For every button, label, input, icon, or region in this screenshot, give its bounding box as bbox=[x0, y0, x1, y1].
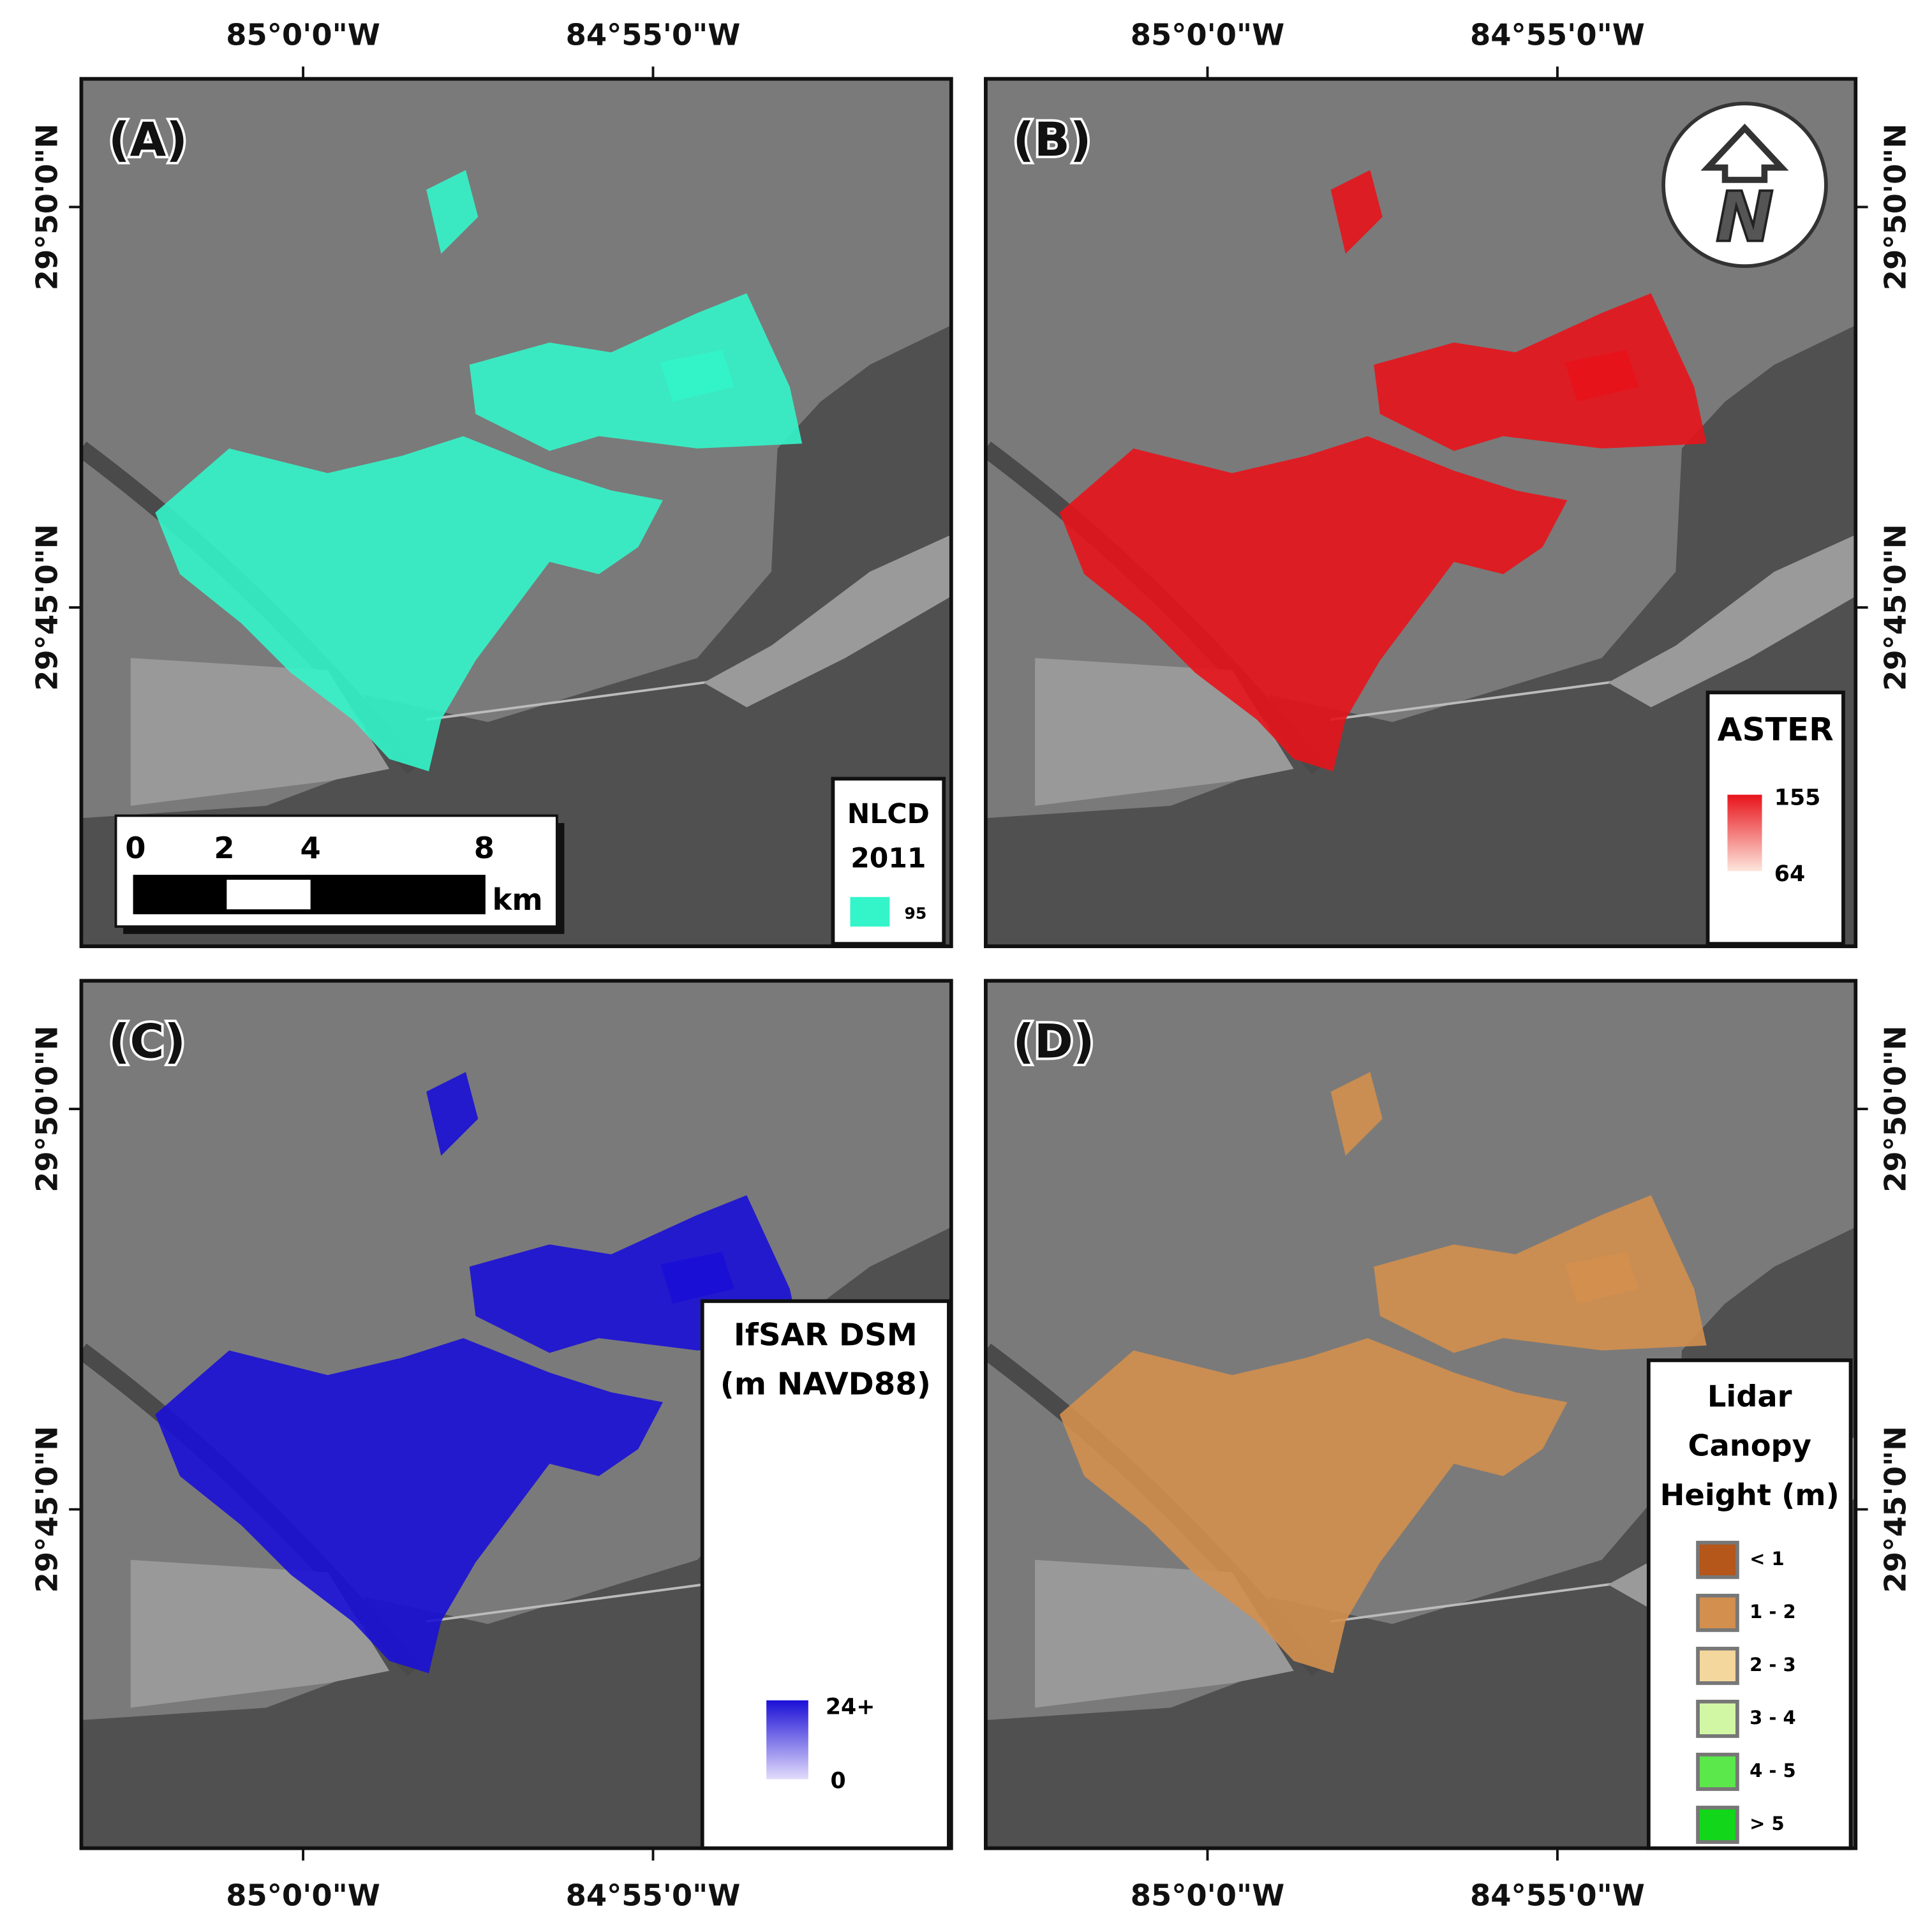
panel-label: (A) bbox=[108, 113, 188, 167]
bay bbox=[985, 325, 1856, 947]
legend-swatch bbox=[1696, 1753, 1739, 1791]
legend-swatch bbox=[1696, 1699, 1739, 1738]
lat-label: 29°45'0"N bbox=[30, 524, 64, 690]
legend-title: NLCD bbox=[847, 799, 930, 830]
legend-swatch bbox=[1696, 1540, 1739, 1579]
marsh bbox=[155, 436, 663, 771]
legend-swatch bbox=[1696, 1806, 1739, 1844]
panel-label: (C) bbox=[108, 1015, 186, 1069]
legend-label: 3 - 4 bbox=[1750, 1707, 1795, 1728]
legend-label: 4 - 5 bbox=[1750, 1760, 1795, 1781]
panel-frame bbox=[984, 979, 1858, 1850]
legend-label: 1 - 2 bbox=[1750, 1601, 1795, 1623]
legend: ASTER 155 64 bbox=[1705, 690, 1845, 946]
marsh bbox=[660, 350, 734, 402]
legend-min: 64 bbox=[1774, 861, 1805, 887]
marsh bbox=[426, 1072, 479, 1156]
scale-bar: 0 2 4 8 km bbox=[114, 814, 565, 934]
legend-max: 155 bbox=[1774, 785, 1821, 810]
lon-label: 85°0'0"W bbox=[226, 17, 380, 52]
legend-box bbox=[700, 1299, 951, 1850]
lon-label: 84°55'0"W bbox=[566, 1878, 741, 1912]
scale-tick: 8 bbox=[474, 831, 494, 865]
legend-label: 95 bbox=[904, 904, 926, 923]
scale-tick: 0 bbox=[125, 831, 145, 865]
legend-ramp bbox=[766, 1700, 808, 1780]
legend-title: (m NAVD88) bbox=[720, 1367, 931, 1402]
lat-label: 29°45'0"N bbox=[30, 1426, 64, 1593]
marsh bbox=[660, 1252, 734, 1304]
marsh bbox=[1330, 170, 1383, 254]
marsh bbox=[1059, 1338, 1568, 1674]
bridge bbox=[1330, 679, 1627, 721]
panel-frame bbox=[984, 77, 1858, 948]
lon-label: 85°0'0"W bbox=[226, 1878, 380, 1912]
panel-frame bbox=[79, 77, 953, 948]
lat-label: 29°50'0"N bbox=[30, 1025, 64, 1192]
lon-label: 84°55'0"W bbox=[1470, 1878, 1645, 1912]
bay bbox=[985, 1227, 1856, 1848]
bay bbox=[81, 325, 951, 947]
lat-label: 29°45'0"N bbox=[1878, 1426, 1912, 1593]
marsh bbox=[1564, 1252, 1639, 1304]
marsh bbox=[155, 1338, 663, 1674]
bridge bbox=[426, 679, 722, 721]
marsh bbox=[1564, 350, 1639, 402]
legend-label: > 5 bbox=[1750, 1813, 1785, 1834]
lon-label: 84°55'0"W bbox=[1470, 17, 1645, 52]
legend-min: 0 bbox=[831, 1768, 846, 1794]
legend-title: IfSAR DSM bbox=[734, 1317, 918, 1353]
scale-unit: km bbox=[493, 882, 543, 917]
lat-label: 29°45'0"N bbox=[1878, 524, 1912, 690]
legend: IfSAR DSM (m NAVD88) 24+ 0 bbox=[700, 1299, 951, 1850]
marsh bbox=[469, 293, 803, 451]
legend-swatch bbox=[1696, 1646, 1739, 1685]
marsh bbox=[426, 170, 479, 254]
lat-label: 29°50'0"N bbox=[1878, 1025, 1912, 1192]
map bbox=[81, 78, 951, 947]
scale-tick: 4 bbox=[301, 831, 321, 865]
lon-label: 85°0'0"W bbox=[1131, 1878, 1285, 1912]
lon-label: 85°0'0"W bbox=[1131, 17, 1285, 52]
legend-ramp bbox=[1727, 794, 1762, 872]
north-arrowhead bbox=[1700, 123, 1789, 183]
legend-max: 24+ bbox=[826, 1695, 875, 1720]
panel: (A) 85°0'0"W 84°55'0"W 29°50'0"N 29°45'0"N bbox=[30, 17, 953, 948]
panel-frame bbox=[79, 979, 953, 1850]
legend-label: 2 - 3 bbox=[1750, 1654, 1795, 1676]
legend-swatch bbox=[1696, 1593, 1739, 1632]
legend: Lidar Canopy Height (m) < 1 1 - 2 2 - 3 3 - 4 4… bbox=[1646, 1358, 1853, 1850]
marsh bbox=[1374, 293, 1707, 451]
legend-box bbox=[1646, 1358, 1853, 1850]
panel-label: (B) bbox=[1013, 113, 1091, 167]
lat-label: 29°50'0"N bbox=[1878, 124, 1912, 290]
lon-label: 84°55'0"W bbox=[566, 17, 741, 52]
legend-title: Canopy bbox=[1688, 1429, 1811, 1463]
scale-seg bbox=[227, 879, 311, 910]
bridge bbox=[1330, 1580, 1627, 1623]
legend: NLCD 2011 95 bbox=[831, 777, 946, 946]
legend-label: < 1 bbox=[1750, 1548, 1785, 1570]
barrier-island bbox=[703, 535, 951, 708]
marsh bbox=[1374, 1195, 1707, 1353]
legend-title: Height (m) bbox=[1660, 1478, 1839, 1512]
north-arrow: N bbox=[1661, 101, 1828, 269]
marsh bbox=[1059, 436, 1568, 771]
marsh bbox=[1330, 1072, 1383, 1156]
north-circle bbox=[1661, 101, 1828, 269]
legend-title: ASTER bbox=[1718, 711, 1834, 748]
legend-title: Lidar bbox=[1707, 1379, 1792, 1413]
scale-tick: 2 bbox=[214, 831, 234, 865]
bridge bbox=[426, 1580, 722, 1623]
north-letter: N bbox=[1716, 177, 1774, 257]
barrier-island bbox=[1608, 535, 1856, 708]
panel-label: (D) bbox=[1013, 1015, 1094, 1069]
legend-title: 2011 bbox=[851, 843, 926, 874]
legend-swatch bbox=[850, 896, 890, 927]
lat-label: 29°50'0"N bbox=[30, 124, 64, 290]
